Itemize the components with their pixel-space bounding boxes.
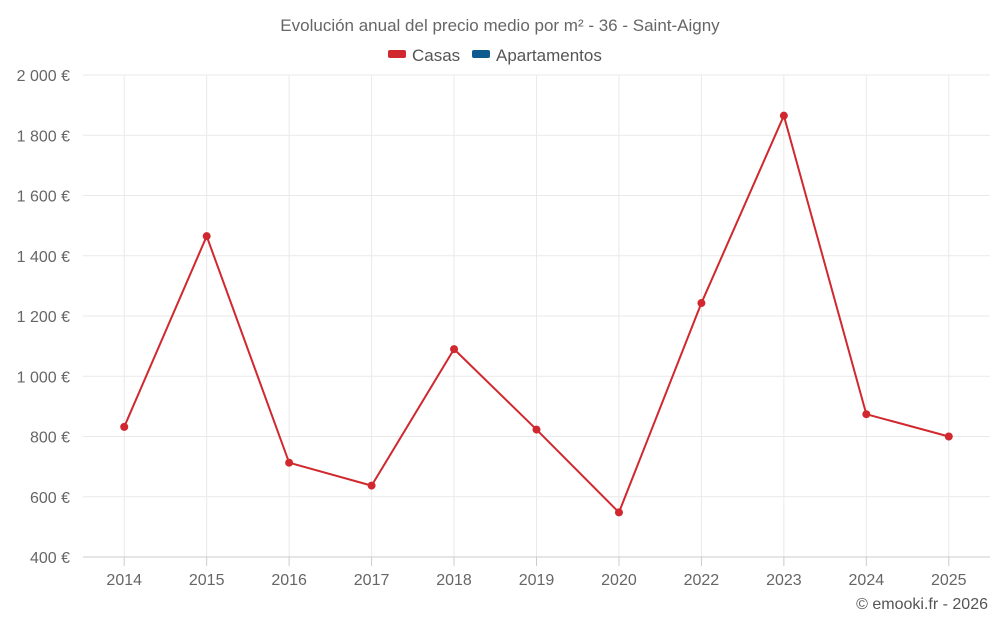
series-casas: [120, 111, 953, 517]
y-tick-label: 1 400 €: [17, 249, 70, 266]
x-tick-label: 2015: [189, 572, 225, 589]
legend-item-apartamentos[interactable]: Apartamentos: [472, 46, 602, 65]
x-tick-label: 2024: [849, 572, 885, 589]
x-tick-label: 2014: [106, 572, 142, 589]
x-tick-label: 2017: [354, 572, 390, 589]
x-axis: 2014 2015 2016 2017 2018 2019 2020 2022 2023 2024…: [83, 556, 990, 589]
legend-label-apartamentos: Apartamentos: [496, 46, 602, 65]
chart-title: Evolución anual del precio medio por m² …: [280, 16, 720, 35]
x-tick-label: 2023: [766, 572, 802, 589]
legend[interactable]: Casas Apartamentos: [388, 46, 602, 65]
y-tick-label: 2 000 €: [17, 68, 70, 85]
y-tick-label: 1 000 €: [17, 369, 70, 386]
data-point-casas-2016[interactable]: [285, 458, 294, 467]
data-point-casas-2023[interactable]: [779, 111, 788, 120]
data-point-casas-2014[interactable]: [120, 422, 129, 431]
data-point-casas-2018[interactable]: [450, 345, 459, 354]
x-tick-label: 2020: [601, 572, 637, 589]
y-tick-label: 800 €: [30, 430, 70, 447]
data-point-casas-2015[interactable]: [202, 232, 211, 241]
y-tick-label: 600 €: [30, 490, 70, 507]
y-tick-label: 1 800 €: [17, 128, 70, 145]
x-tick-label: 2022: [684, 572, 720, 589]
legend-swatch-casas: [388, 50, 406, 58]
x-tick-label: 2018: [436, 572, 472, 589]
data-point-casas-2025[interactable]: [944, 432, 953, 441]
y-tick-label: 400 €: [30, 550, 70, 567]
x-tick-label: 2025: [931, 572, 967, 589]
legend-item-casas[interactable]: Casas: [388, 46, 460, 65]
data-point-casas-2017[interactable]: [367, 481, 376, 490]
legend-label-casas: Casas: [412, 46, 460, 65]
data-point-casas-2024[interactable]: [862, 410, 871, 419]
y-tick-label: 1 600 €: [17, 189, 70, 206]
y-axis: 2 000 € 1 800 € 1 600 € 1 400 € 1 200 € 1 000…: [17, 68, 70, 567]
data-point-casas-2019[interactable]: [532, 425, 541, 434]
credit: © emooki.fr - 2026: [856, 596, 988, 613]
data-point-casas-2022[interactable]: [697, 299, 706, 308]
legend-swatch-apartamentos: [472, 50, 490, 58]
y-tick-label: 1 200 €: [17, 309, 70, 326]
data-point-casas-2020[interactable]: [614, 508, 623, 517]
x-tick-label: 2016: [271, 572, 307, 589]
x-tick-label: 2019: [519, 572, 555, 589]
grid: [83, 74, 990, 558]
